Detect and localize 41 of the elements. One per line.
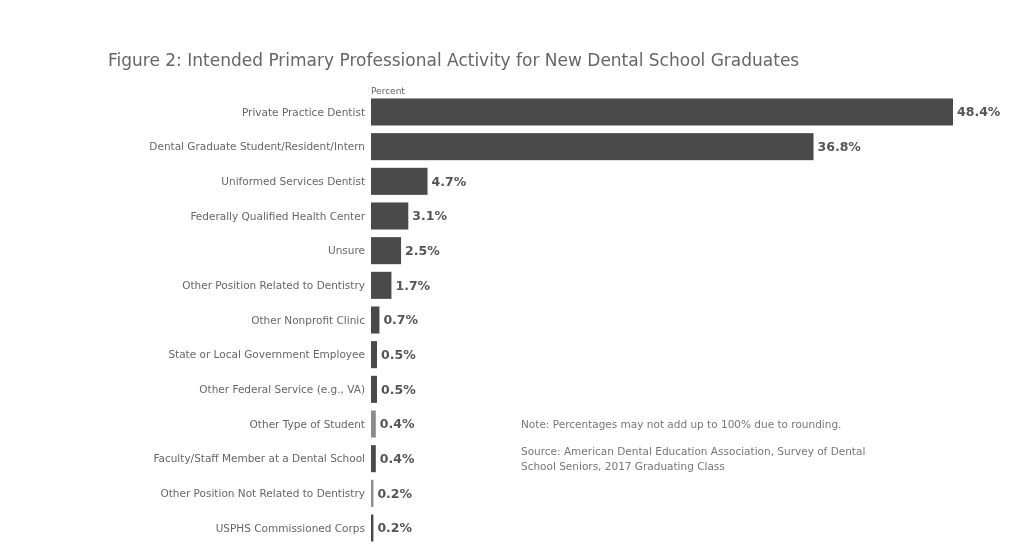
data-label: 0.2% [377,485,413,501]
data-label: 0.7% [383,312,419,328]
y-tick-label: Uniformed Services Dentist [221,175,365,187]
data-label: 0.4% [379,451,415,467]
chart-title: Figure 2: Intended Primary Professional Activity for New Dental School Graduates [108,50,800,70]
bar [371,202,409,230]
data-label: 48.4% [957,104,1001,120]
data-label: 2.5% [405,243,441,259]
data-label: 36.8% [817,139,862,155]
annotation: Source: American Dental Education Association, Survey of Dental School Seniors, 2017 Graduating Class [521,445,866,472]
bar [371,410,376,438]
data-label: 3.1% [412,208,448,224]
bar [371,375,378,403]
bar [371,271,392,299]
bar [371,341,378,369]
annotation: Note: Percentages may not add up to 100% due to rounding. [521,418,842,430]
data-label: 4.7% [431,173,467,189]
y-tick-label: Faculty/Staff Member at a Dental School [153,452,365,465]
bar [371,133,814,161]
y-tick-label: State or Local Government Employee [168,348,365,361]
bar [371,167,428,195]
y-tick-label: Private Practice Dentist [241,105,365,118]
y-tick-label: Other Position Not Related to Dentistry [160,487,365,500]
bar [371,98,953,126]
data-label: 0.5% [381,347,417,363]
x-axis-title: Percent [371,86,406,97]
bar [371,237,402,265]
y-tick-label: USPHS Commissioned Corps [215,521,365,534]
y-tick-label: Other Nonprofit Clinic [251,313,366,326]
data-label: 0.4% [379,416,415,432]
data-label: 0.5% [381,381,417,397]
y-tick-label: Other Type of Student [249,417,365,430]
bar [371,445,376,473]
data-label: 0.2% [377,520,413,536]
data-label: 1.7% [395,277,431,293]
y-tick-label: Unsure [327,244,365,257]
y-tick-label: Federally Qualified Health Center [190,209,366,222]
y-tick-label: Other Position Related to Dentistry [182,279,365,292]
y-tick-label: Other Federal Service (e.g., VA) [199,383,365,396]
bar [371,306,380,334]
y-tick-label: Dental Graduate Student/Resident/Intern [149,140,365,153]
